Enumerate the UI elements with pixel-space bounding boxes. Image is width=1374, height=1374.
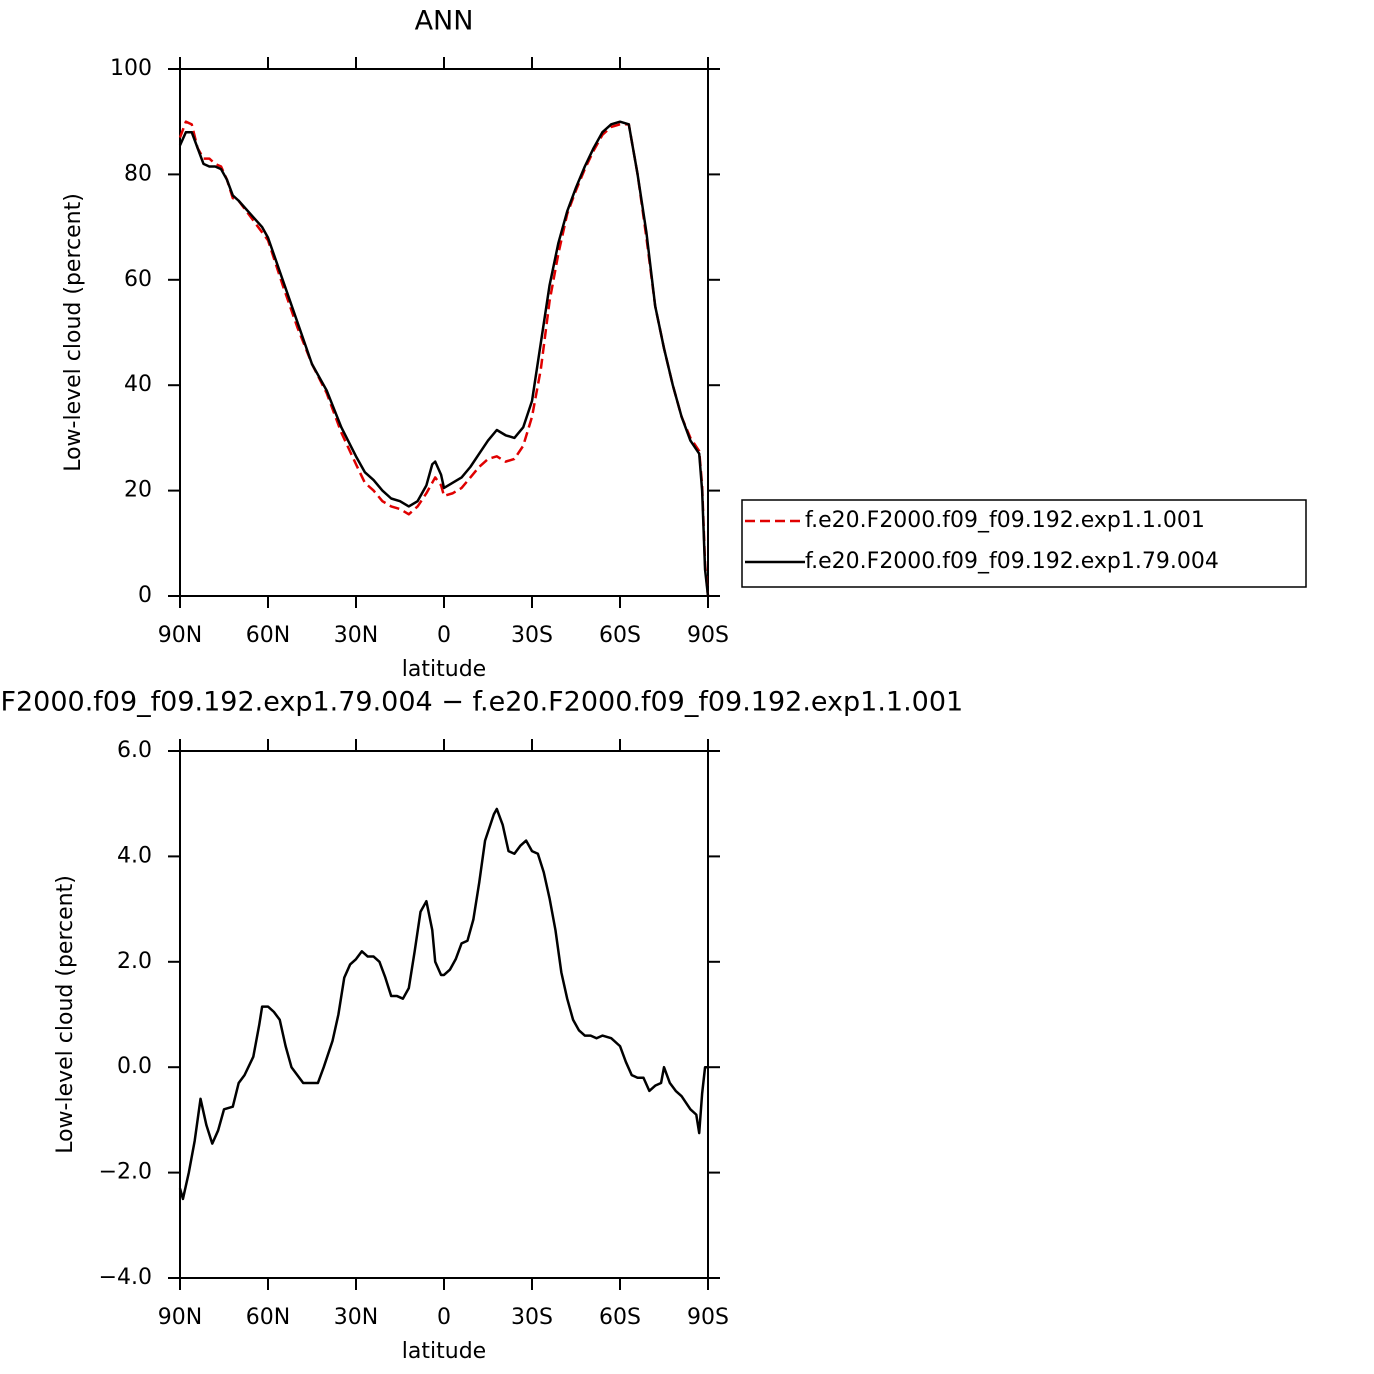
x-tick-label: 30N	[334, 623, 378, 648]
y-axis-label: Low-level cloud (percent)	[61, 193, 86, 472]
x-tick-label: 60S	[599, 623, 641, 648]
y-tick-label: 60	[124, 267, 152, 292]
legend-label: f.e20.F2000.f09_f09.192.exp1.79.004	[805, 549, 1219, 574]
data-line	[178, 120, 710, 597]
x-tick-label: 30S	[511, 623, 553, 648]
x-tick-label: 60S	[599, 1305, 641, 1330]
y-tick-label: 100	[110, 56, 152, 81]
x-tick-label: 90N	[158, 1305, 202, 1330]
y-tick-label: 20	[124, 478, 152, 503]
x-tick-label: 30S	[511, 1305, 553, 1330]
data-line	[178, 120, 710, 597]
x-tick-label: 90N	[158, 623, 202, 648]
x-axis-label: latitude	[402, 1339, 486, 1364]
x-tick-label: 30N	[334, 1305, 378, 1330]
plot-frame	[179, 68, 709, 597]
data-line	[178, 807, 708, 1201]
x-tick-label: 0	[437, 623, 451, 648]
y-tick-label: 2.0	[117, 949, 152, 974]
y-tick-label: 80	[124, 161, 152, 186]
y-tick-label: −4.0	[99, 1265, 152, 1290]
y-axis-label: Low-level cloud (percent)	[53, 875, 78, 1154]
x-tick-label: 60N	[246, 1305, 290, 1330]
x-tick-label: 90S	[687, 1305, 729, 1330]
plot-frame	[179, 750, 709, 1279]
y-tick-label: 4.0	[117, 843, 152, 868]
x-axis-label: latitude	[402, 657, 486, 682]
y-tick-label: 6.0	[117, 738, 152, 763]
y-tick-label: 0	[138, 583, 152, 608]
x-tick-label: 0	[437, 1305, 451, 1330]
x-tick-label: 60N	[246, 623, 290, 648]
chart-title: ANN	[415, 6, 474, 37]
x-tick-label: 90S	[687, 623, 729, 648]
y-tick-label: 0.0	[117, 1054, 152, 1079]
y-tick-label: −2.0	[99, 1160, 152, 1185]
y-tick-label: 40	[124, 372, 152, 397]
legend-label: f.e20.F2000.f09_f09.192.exp1.1.001	[805, 508, 1205, 533]
chart-title: f.e20.F2000.f09_f09.192.exp1.79.004 − f.…	[0, 687, 963, 718]
legend-box	[741, 499, 1307, 588]
